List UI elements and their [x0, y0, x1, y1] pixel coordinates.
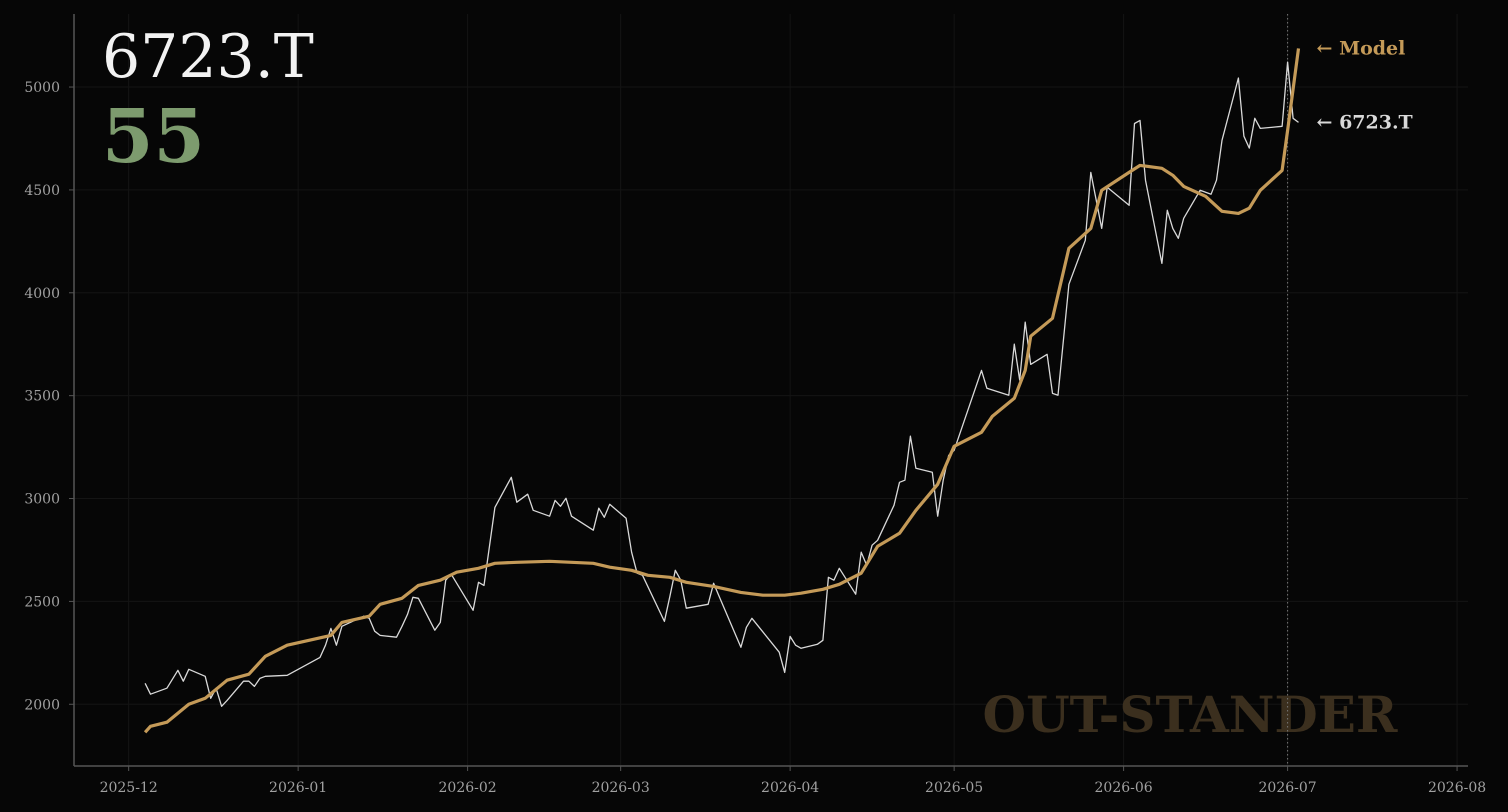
- x-tick-label: 2026-06: [1095, 780, 1153, 796]
- x-tick-label: 2026-03: [592, 780, 650, 796]
- x-tick-label: 2026-08: [1428, 780, 1486, 796]
- x-tick-label: 2026-01: [269, 780, 327, 796]
- y-tick-label: 3500: [24, 389, 60, 405]
- y-tick-label: 3000: [24, 492, 60, 508]
- score: 55: [102, 94, 205, 180]
- y-tick-label: 4500: [24, 183, 60, 199]
- y-tick-label: 5000: [24, 80, 60, 96]
- watermark: OUT-STANDER: [983, 685, 1398, 744]
- x-tick-label: 2026-02: [439, 780, 497, 796]
- plot: [143, 14, 1301, 766]
- x-tick-label: 2026-05: [925, 780, 983, 796]
- end-label: ← 6723.T: [1317, 111, 1413, 133]
- y-tick-label: 2500: [24, 594, 60, 610]
- end-label: ← Model: [1317, 37, 1406, 59]
- series-line: [143, 48, 1301, 734]
- series-line: [144, 61, 1299, 707]
- chart-title: 6723.T: [102, 22, 314, 92]
- y-tick-label: 2000: [24, 697, 60, 713]
- y-tick-label: 4000: [24, 286, 60, 302]
- x-tick-label: 2026-04: [761, 780, 819, 796]
- x-tick-label: 2025-12: [100, 780, 158, 796]
- x-tick-label: 2026-07: [1259, 780, 1317, 796]
